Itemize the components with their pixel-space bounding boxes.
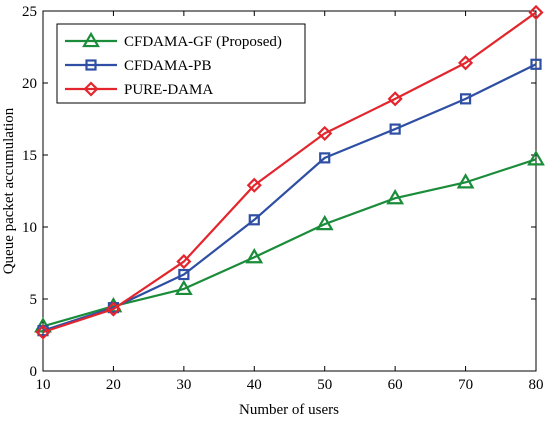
legend: CFDAMA-GF (Proposed) CFDAMA-PB PURE-DAMA: [56, 23, 306, 104]
y-tick-label: 10: [22, 220, 37, 236]
legend-marker-diamond: [83, 81, 99, 97]
x-axis-label: Number of users: [239, 402, 339, 418]
data-point-diamond: [317, 125, 333, 141]
legend-marker-square: [85, 59, 97, 71]
data-point-triangle: [386, 189, 405, 205]
data-point-diamond: [528, 4, 544, 20]
x-tick-label: 60: [388, 377, 403, 393]
data-point-square: [530, 58, 542, 70]
data-point-diamond: [105, 301, 121, 317]
data-point-diamond: [35, 324, 51, 340]
legend-label: CFDAMA-GF (Proposed): [124, 34, 282, 50]
x-tick-label: 70: [458, 377, 473, 393]
data-point-triangle: [456, 173, 475, 189]
data-point-diamond: [176, 254, 192, 270]
data-point-diamond: [246, 177, 262, 193]
x-tick-label: 50: [317, 377, 332, 393]
x-tick-label: 80: [529, 377, 544, 393]
data-point-square: [319, 152, 331, 164]
x-tick-label: 40: [247, 377, 262, 393]
legend-entry: CFDAMA-GF (Proposed): [65, 31, 282, 50]
legend-entry: CFDAMA-PB: [65, 58, 212, 74]
legend-label: CFDAMA-PB: [124, 58, 212, 74]
data-point-square: [389, 123, 401, 135]
data-point-diamond: [387, 91, 403, 107]
data-point-square: [178, 268, 190, 281]
x-tick-label: 30: [176, 377, 191, 393]
data-point-triangle: [315, 214, 334, 231]
y-tick-label: 5: [30, 292, 38, 308]
x-tick-label: 10: [36, 377, 51, 393]
data-point-square: [248, 214, 260, 226]
data-point-square: [459, 93, 472, 105]
y-tick-label: 0: [30, 364, 38, 380]
y-tick-label: 15: [22, 148, 37, 164]
legend-entry: PURE-DAMA: [65, 81, 213, 98]
legend-marker-triangle: [82, 31, 100, 48]
y-tick-label: 20: [22, 76, 37, 92]
y-tick-label: 25: [22, 4, 37, 20]
series-3: [35, 4, 544, 340]
data-point-triangle: [527, 150, 545, 166]
series-line: [42, 11, 537, 334]
data-point-triangle: [174, 279, 193, 296]
series-layer: [34, 4, 545, 340]
data-point-triangle: [245, 248, 264, 264]
data-point-diamond: [458, 55, 474, 71]
axis-ticks: 10 20 30 40 50 60 70 80 0 5 10 15 20 25: [22, 4, 544, 393]
x-tick-label: 20: [106, 377, 121, 393]
y-axis-label: Queue packet accumulation: [1, 107, 17, 274]
legend-label: PURE-DAMA: [124, 82, 213, 98]
